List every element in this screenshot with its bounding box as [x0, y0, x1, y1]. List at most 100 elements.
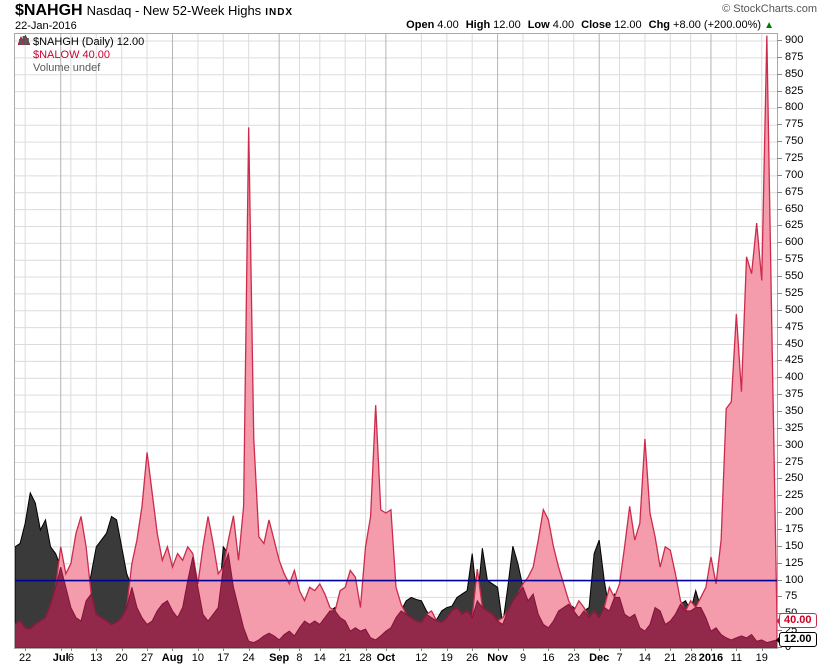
y-tick-mark — [777, 579, 782, 581]
copyright: © StockCharts.com — [722, 3, 817, 15]
x-tick-mark — [96, 648, 98, 651]
y-tick-label: 225 — [785, 489, 804, 502]
y-tick-mark — [777, 545, 782, 547]
legend-label-volume: Volume undef — [33, 61, 101, 74]
y-tick-label: 250 — [785, 472, 804, 485]
index-name: Nasdaq - New 52-Week Highs — [86, 3, 262, 18]
y-tick-label: 400 — [785, 371, 804, 384]
y-tick-label: 775 — [785, 118, 804, 131]
x-tick-mark — [644, 648, 646, 651]
x-tick-label: 9 — [519, 652, 527, 664]
up-arrow-icon: ▲ — [764, 20, 774, 31]
y-tick-label: 475 — [785, 320, 804, 333]
x-tick-label: 7 — [616, 652, 623, 664]
x-tick-mark — [421, 648, 423, 651]
overlap-area — [15, 551, 777, 648]
x-tick-label: Dec — [589, 652, 610, 664]
chart-header: $NAHGH Nasdaq - New 52-Week Highs INDX 22-… — [0, 0, 820, 33]
legend-label-nahgh: $NAHGH (Daily) 12.00 — [33, 35, 145, 48]
y-tick-mark — [777, 394, 782, 396]
x-tick-label: Sep — [269, 652, 290, 664]
chg-label: Chg — [648, 19, 671, 31]
low-value: 4.00 — [552, 19, 575, 31]
y-tick-mark — [777, 495, 782, 497]
chart-date: 22-Jan-2016 — [15, 20, 77, 32]
y-tick-label: 650 — [785, 202, 804, 215]
y-tick-label: 75 — [785, 590, 798, 603]
x-tick-mark — [121, 648, 123, 651]
exchange-tag: INDX — [265, 7, 294, 18]
y-tick-mark — [777, 461, 782, 463]
y-tick-label: 125 — [785, 556, 804, 569]
x-tick-mark — [736, 648, 738, 651]
y-tick-label: 575 — [785, 253, 804, 266]
x-tick-label: 28 — [684, 652, 697, 664]
x-tick-mark — [548, 648, 550, 651]
x-tick-mark — [497, 648, 499, 651]
y-tick-mark — [777, 40, 782, 41]
y-tick-mark — [777, 141, 782, 143]
x-tick-mark — [345, 648, 347, 651]
x-tick-mark — [761, 648, 763, 651]
low-label: Low — [527, 19, 550, 31]
nalow-area — [15, 35, 777, 648]
y-tick-label: 625 — [785, 219, 804, 232]
x-tick-label: 10 — [191, 652, 204, 664]
plot-area[interactable]: $NAHGH (Daily) 12.00 $NALOW 40.00 Volume… — [14, 33, 778, 649]
y-tick-mark — [777, 309, 782, 311]
y-tick-mark — [777, 242, 782, 244]
x-tick-mark — [523, 648, 524, 651]
x-axis: 22 Jul 6 13 20 27 Aug 10 17 24 Sep 8 14 21 28 Oct 12 19 26… — [0, 647, 820, 667]
legend-item-volume[interactable]: Volume undef — [18, 36, 144, 74]
y-tick-mark — [777, 427, 782, 429]
y-tick-mark — [777, 73, 782, 75]
x-tick-mark — [299, 648, 301, 651]
x-tick-mark — [599, 648, 601, 651]
chg-value: +8.00 (+200.00%) — [673, 19, 762, 31]
x-tick-label: 28 — [359, 652, 372, 664]
x-tick-mark — [472, 648, 474, 651]
nahgh-last-value-callout: 12.00 — [776, 632, 817, 647]
y-tick-label: 850 — [785, 67, 804, 80]
y-tick-label: 550 — [785, 270, 804, 283]
legend-item-nalow[interactable]: $NALOW 40.00 — [18, 35, 144, 61]
y-tick-label: 675 — [785, 185, 804, 198]
y-tick-mark — [777, 512, 782, 514]
y-tick-mark — [777, 343, 782, 345]
volume-bars-icon — [18, 36, 30, 73]
y-tick-mark — [777, 174, 782, 176]
x-tick-mark — [279, 648, 281, 651]
x-tick-label: Nov — [487, 652, 508, 664]
x-tick-label: 16 — [542, 652, 555, 664]
area-mountain-icon — [18, 35, 30, 60]
x-tick-mark — [385, 648, 387, 651]
legend-item-nahgh[interactable]: $NAHGH (Daily) 12.00 — [18, 35, 144, 48]
y-tick-mark — [777, 208, 782, 210]
x-tick-mark — [365, 648, 367, 651]
x-tick-label: Jul — [52, 652, 69, 664]
x-tick-mark — [248, 648, 250, 651]
x-tick-label: 8 — [296, 652, 303, 664]
x-tick-mark — [172, 648, 174, 651]
y-tick-label: 900 — [785, 34, 804, 46]
y-tick-mark — [777, 292, 782, 294]
y-tick-label: 375 — [785, 388, 804, 401]
x-tick-mark — [197, 648, 199, 651]
y-tick-mark — [777, 124, 782, 126]
y-tick-mark — [777, 596, 782, 598]
x-tick-mark — [60, 648, 62, 651]
x-tick-label: 14 — [638, 652, 652, 664]
x-tick-mark — [573, 648, 575, 651]
y-tick-label: 0 — [785, 641, 792, 653]
y-tick-label: 450 — [785, 337, 804, 350]
y-tick-mark — [777, 259, 782, 261]
x-tick-mark — [710, 648, 712, 651]
x-tick-label: 19 — [440, 652, 453, 664]
chart-legend: $NAHGH (Daily) 12.00 $NALOW 40.00 Volume… — [18, 35, 144, 74]
y-tick-label: 175 — [785, 522, 804, 535]
y-tick-label: 750 — [785, 135, 804, 148]
y-tick-label: 525 — [785, 286, 804, 299]
x-tick-label: 12 — [415, 652, 428, 664]
x-tick-label: 23 — [567, 652, 580, 664]
